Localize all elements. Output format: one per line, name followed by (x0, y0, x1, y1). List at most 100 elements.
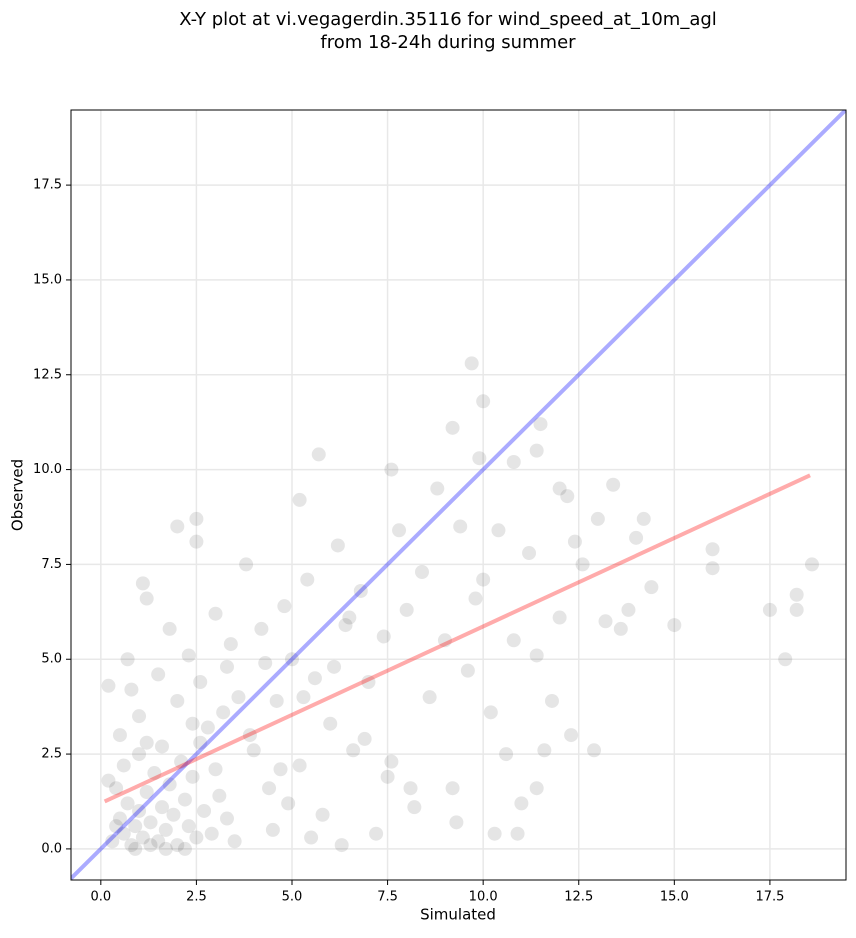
scatter-point (120, 796, 135, 811)
scatter-point (185, 716, 200, 731)
scatter-point (564, 728, 579, 743)
scatter-point (449, 815, 464, 830)
scatter-point (323, 716, 338, 731)
y-tick-label: 15.0 (33, 272, 62, 287)
scatter-point (636, 511, 651, 526)
scatter-point (300, 572, 315, 587)
scatter-point (151, 834, 166, 849)
scatter-point (506, 633, 521, 648)
scatter-point (292, 758, 307, 773)
scatter-point (445, 781, 460, 796)
scatter-point (139, 591, 154, 606)
scatter-point (139, 735, 154, 750)
scatter-point (124, 838, 139, 853)
scatter-point (346, 743, 361, 758)
scatter-point (112, 728, 127, 743)
scatter-point (269, 693, 284, 708)
scatter-point (281, 796, 296, 811)
scatter-point (445, 420, 460, 435)
scatter-point (135, 830, 150, 845)
scatter-point (189, 511, 204, 526)
fit-line (103, 473, 811, 804)
scatter-point (223, 637, 238, 652)
scatter-point (181, 648, 196, 663)
scatter-point (120, 652, 135, 667)
scatter-point (644, 580, 659, 595)
scatter-point (552, 610, 567, 625)
scatter-point (254, 621, 269, 636)
scatter-point (514, 796, 529, 811)
scatter-point (392, 523, 407, 538)
scatter-point (166, 807, 181, 822)
scatter-point (231, 690, 246, 705)
scatter-point (510, 826, 525, 841)
scatter-point (189, 830, 204, 845)
scatter-point (327, 659, 342, 674)
scatter-point (101, 678, 116, 693)
scatter-point (529, 443, 544, 458)
scatter-point (174, 754, 189, 769)
scatter-point (105, 834, 120, 849)
scatter-point (762, 602, 777, 617)
scatter-point (789, 602, 804, 617)
scatter-point (212, 788, 227, 803)
scatter-point (491, 523, 506, 538)
scatter-point (208, 606, 223, 621)
scatter-point (132, 709, 147, 724)
scatter-point (292, 492, 307, 507)
scatter-point (177, 841, 192, 856)
scatter-point (132, 803, 147, 818)
scatter-point (384, 754, 399, 769)
scatter-point (246, 743, 261, 758)
scatter-point (533, 417, 548, 432)
scatter-point (101, 773, 116, 788)
scatter-point (181, 819, 196, 834)
scatter-point (204, 826, 219, 841)
y-tick-label: 12.5 (33, 367, 62, 382)
scatter-point (277, 599, 292, 614)
x-tick-label: 7.5 (377, 890, 398, 905)
scatter-point (154, 800, 169, 815)
scatter-point (667, 618, 682, 633)
y-tick-label: 2.5 (41, 747, 62, 762)
scatter-point (403, 781, 418, 796)
scatter-point (476, 394, 491, 409)
chart-title: X-Y plot at vi.vegagerdin.35116 for wind… (179, 9, 717, 30)
scatter-point (284, 652, 299, 667)
x-tick-label: 10.0 (469, 890, 498, 905)
x-axis-label: Simulated (420, 906, 496, 924)
scatter-point (380, 769, 395, 784)
scatter-point (544, 693, 559, 708)
scatter-point (353, 583, 368, 598)
scatter-point (158, 841, 173, 856)
scatter-point (143, 815, 158, 830)
fit-line (71, 110, 846, 880)
y-tick-label: 7.5 (41, 557, 62, 572)
scatter-point (384, 462, 399, 477)
scatter-point (522, 546, 537, 561)
scatter-point (369, 826, 384, 841)
scatter-point (311, 447, 326, 462)
y-tick-label: 17.5 (33, 178, 62, 193)
scatter-point (361, 675, 376, 689)
y-tick-label: 5.0 (41, 652, 62, 667)
scatter-point (185, 769, 200, 784)
scatter-point (177, 792, 192, 807)
scatter-point (598, 614, 613, 629)
y-axis-label: Observed (9, 459, 27, 531)
scatter-point (304, 830, 319, 845)
scatter-point (399, 602, 414, 617)
scatter-point (778, 652, 793, 667)
scatter-point (239, 557, 254, 572)
scatter-point (590, 511, 605, 526)
x-tick-label: 15.0 (660, 890, 689, 905)
scatter-point (587, 743, 602, 758)
scatter-point (219, 811, 234, 826)
scatter-point (483, 705, 498, 720)
scatter-point (219, 659, 234, 674)
scatter-point (193, 675, 208, 689)
scatter-point (621, 602, 636, 617)
scatter-point (453, 519, 468, 534)
scatter-point (139, 785, 154, 799)
scatter-point (147, 766, 162, 781)
